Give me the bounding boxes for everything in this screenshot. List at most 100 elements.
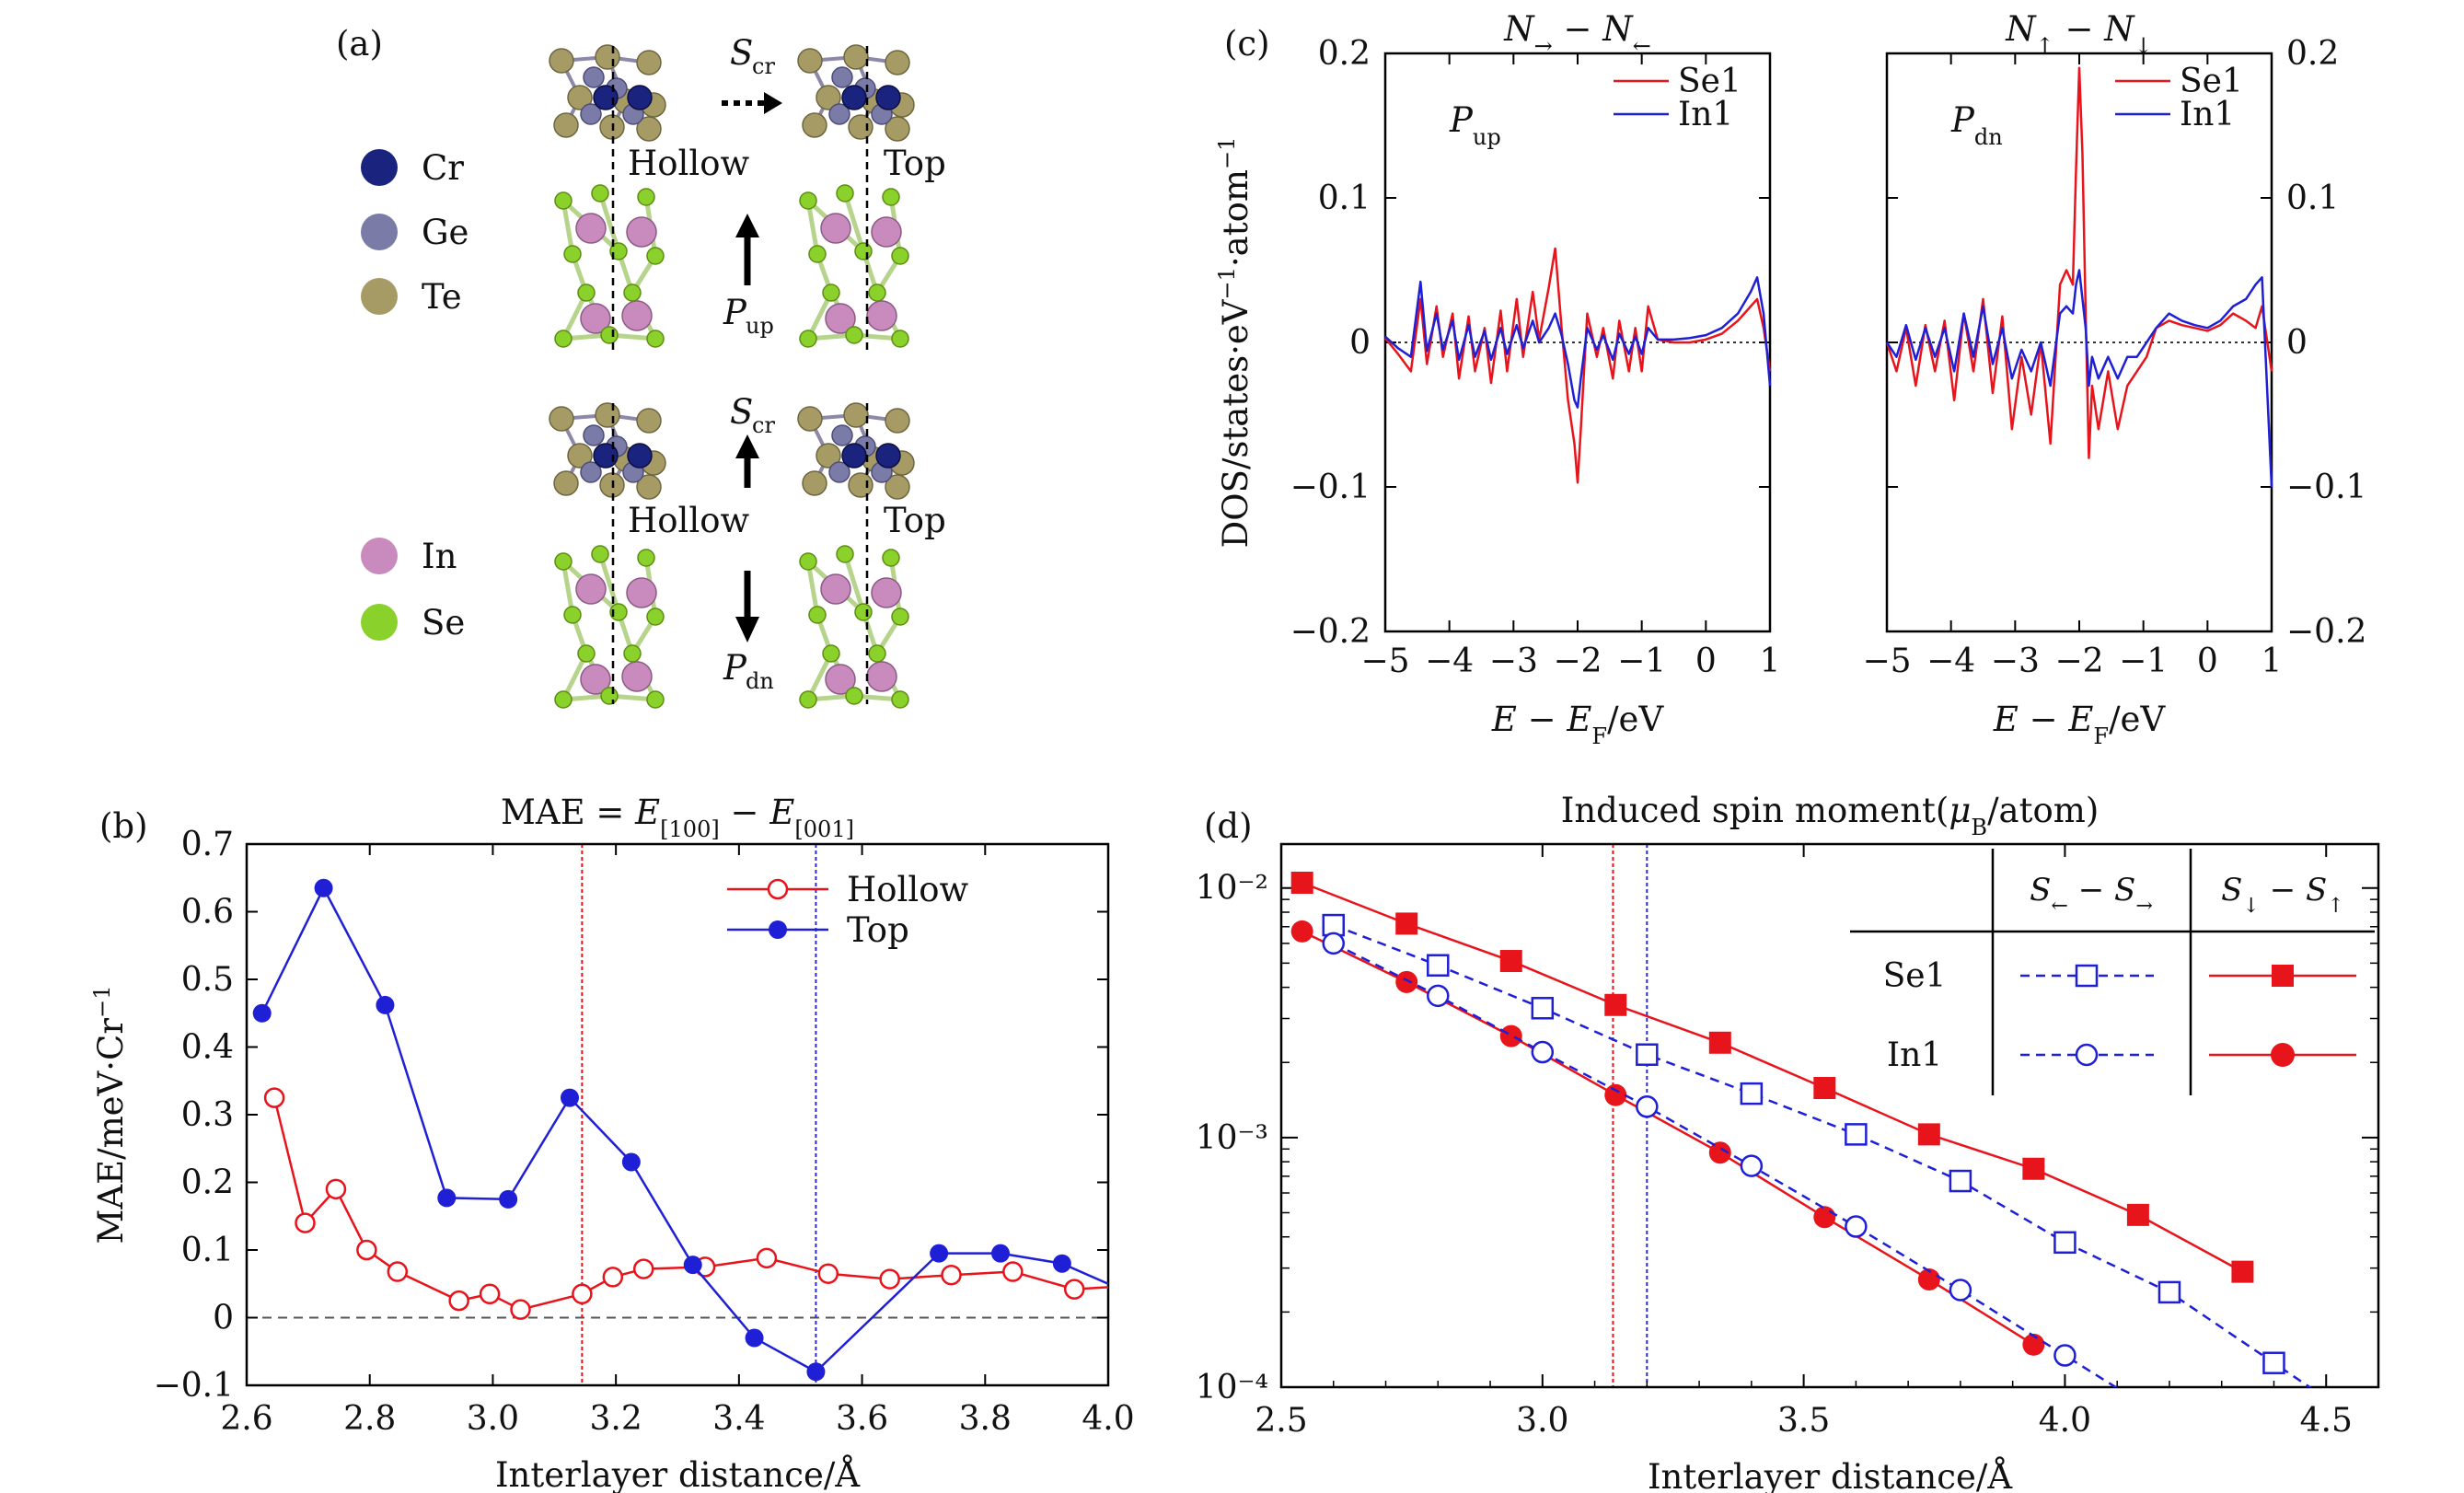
y-tick-label: −0.1: [1290, 469, 1371, 506]
data-point-top: [376, 995, 395, 1014]
panel-c: (c) −5 −4 −3 −2 −1 0 1−0.2−0.100.10.2Se1In1N→ …: [1214, 9, 2366, 749]
data-point-hollow: [479, 1283, 501, 1305]
inse-hollow-upper-in-atom: [626, 216, 657, 248]
inse-top-upper-bond: [842, 192, 866, 252]
data-point-hollow: [1002, 1261, 1024, 1282]
data-point-circle: [1395, 970, 1418, 993]
arrow-down-pdn: [735, 571, 759, 642]
inse-hollow-upper-bond: [561, 200, 575, 255]
spin-label-lower: S cr: [730, 392, 775, 438]
inse-top-lower-se-atom: [845, 687, 863, 705]
y-axis-label-part: −1: [1214, 267, 1240, 299]
x-tick-label: −1: [1617, 642, 1666, 680]
data-point-open-square: [1845, 1123, 1868, 1146]
inse-top-upper-in-atom: [820, 213, 851, 244]
cgt-top-upper-te-atom: [797, 48, 823, 74]
cgt-top-lower-te-atom: [843, 402, 869, 428]
x-axis-label: Interlayer distance/Å: [1648, 1456, 2013, 1493]
inse-hollow-upper-se-atom: [563, 245, 582, 263]
cgt-hollow-lower-ge-atom: [583, 424, 605, 446]
inse-top-lower-in-atom: [866, 661, 897, 692]
data-point-open-square: [1427, 954, 1450, 977]
legend-in-label: In: [422, 537, 457, 576]
x-axis-label: E − EF/eV: [1993, 700, 2167, 749]
inse-top-upper-se-atom: [822, 284, 840, 302]
dos-right-title-part: −: [2054, 9, 2105, 49]
x-tick-label: 4.0: [1082, 1400, 1134, 1438]
legend-se-label: Se: [422, 603, 465, 642]
data-point-top: [930, 1244, 949, 1263]
legend-te-ball: [361, 278, 398, 315]
polarization-annotation-part: P: [1950, 100, 1975, 140]
y-axis-label-part: −1: [89, 986, 115, 1018]
cgt-hollow-lower-te-atom: [636, 408, 662, 434]
x-tick-label: 3.8: [959, 1400, 1012, 1438]
y-tick-label: −0.1: [2286, 469, 2366, 506]
x-tick-label: 4.5: [2300, 1402, 2353, 1440]
legend-cr-label: Cr: [422, 148, 464, 188]
inse-top-lower-in-atom: [825, 664, 856, 695]
cgt-hollow-lower-cr-atom: [627, 443, 653, 469]
data-point-open-square: [1531, 997, 1555, 1020]
cgt-hollow-lower-te-atom: [636, 474, 662, 500]
y-tick-label: 0.1: [2286, 179, 2339, 217]
data-point-open-circle: [1322, 932, 1346, 955]
y-tick-label: 0.2: [181, 1164, 234, 1202]
dos-left-title-part: −: [1553, 9, 1603, 49]
legend-se-ball: [361, 604, 398, 641]
cgt-top-upper-te-atom: [885, 116, 910, 142]
mae-plot: 2.6 2.8 3.0 3.2 3.4 3.6 3.8 4.0 −0.1 0 0.1 0.2 0.3 0.…: [89, 793, 1135, 1493]
inse-hollow-upper-se-atom: [646, 330, 665, 348]
polarization-down-label: P dn: [723, 648, 774, 694]
data-point-square: [1708, 1031, 1731, 1054]
panel-a: (a) Cr Ge Te In Se Hollow Top Hollow Top…: [336, 24, 946, 709]
data-point-top: [499, 1189, 518, 1209]
y-axis-label: MAE/meV·Cr−1: [89, 986, 131, 1244]
cgt-hollow-upper-te-atom: [595, 44, 620, 70]
y-tick-label: 0.3: [181, 1096, 234, 1134]
data-point-circle: [1604, 1083, 1627, 1106]
cgt-top-lower-te-atom: [816, 443, 841, 469]
y-axis-label-part: −1: [1214, 137, 1240, 169]
data-point-open-square: [2157, 1280, 2181, 1304]
data-point-top: [991, 1244, 1010, 1263]
cgt-top-lower-cr-atom: [875, 443, 901, 469]
data-point-square: [2022, 1157, 2045, 1180]
data-point-hollow: [572, 1283, 593, 1305]
inse-hollow-upper-se-atom: [554, 330, 573, 348]
legend-col-header-part: −: [2068, 872, 2114, 909]
svg-text:P: P: [723, 293, 747, 332]
y-tick-label: −0.2: [1290, 613, 1371, 651]
cgt-top-upper-ge-atom: [831, 66, 853, 88]
inse-top-upper-se-atom: [882, 188, 900, 206]
plot-b-frame: [245, 842, 1110, 1387]
x-tick-label: 0: [2197, 642, 2218, 680]
svg-text:S: S: [730, 33, 753, 73]
plot-b-title-part: E: [634, 793, 660, 832]
data-point-square: [1290, 871, 1313, 894]
inse-hollow-lower-se-atom: [609, 603, 628, 621]
legend-te-label: Te: [422, 277, 462, 317]
data-point-open-square: [1949, 1169, 1972, 1193]
x-axis-label-part: /eV: [1607, 700, 1664, 739]
x-tick-label: 2.8: [343, 1400, 396, 1438]
dos-curve-se1: [1384, 247, 1772, 484]
cgt-hollow-lower-ge-atom: [580, 461, 602, 483]
cgt-top-lower-te-atom: [885, 474, 910, 500]
dos-left-title-part: →: [1534, 33, 1553, 59]
inse-hollow-lower-in-atom: [626, 577, 657, 608]
cgt-top-upper-te-atom: [802, 112, 827, 138]
cgt-top-upper-cr-atom: [841, 85, 867, 110]
y-axis-label-part: DOS/states·eV: [1216, 298, 1255, 548]
inse-hollow-lower-se-atom: [600, 687, 619, 705]
legend-col-header-part: S: [2221, 872, 2242, 909]
data-point-open-circle: [1636, 1095, 1659, 1118]
data-point-square: [1499, 950, 1522, 973]
site-top-lower: Top: [884, 501, 946, 540]
y-tick-label: 0.7: [181, 826, 234, 863]
cgt-top-upper-te-atom: [848, 114, 873, 140]
x-axis-label-part: −: [1517, 700, 1567, 739]
site-hollow-lower: Hollow: [628, 501, 749, 540]
data-point-hollow: [1063, 1279, 1085, 1300]
